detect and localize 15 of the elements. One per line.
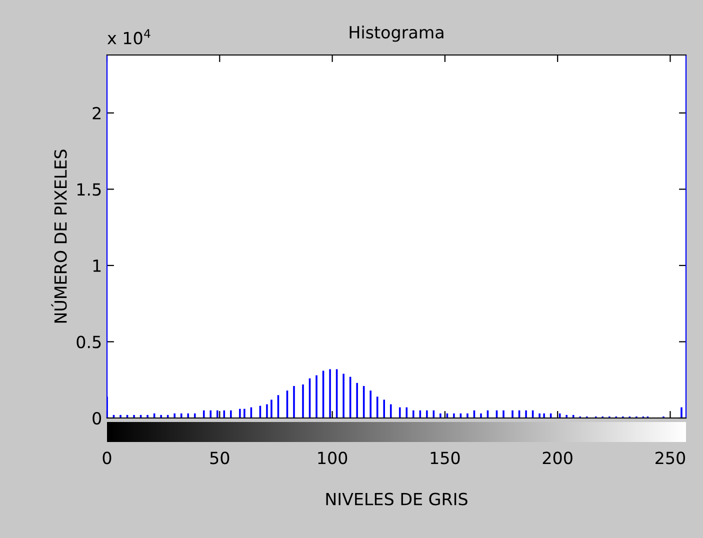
y-tick-label: 1 — [93, 260, 101, 272]
x-tick-label: 200 — [542, 452, 572, 464]
x-tick-label: 100 — [318, 452, 348, 464]
text: x 10$^{4}$ — [107, 29, 150, 44]
x-tick-label: 250 — [656, 452, 686, 464]
y-tick-label: 0 — [92, 412, 102, 425]
y-tick-label: 1.5 — [77, 183, 101, 196]
y-tick-label: 2 — [92, 106, 100, 120]
y-tick-label: 0.5 — [76, 336, 101, 348]
x-tick-label: 150 — [430, 452, 460, 464]
x-axis-title: NIVELES DE GRIS — [326, 492, 468, 506]
chart-title: Histograma — [350, 26, 444, 42]
x-tick-label: 50 — [210, 452, 230, 464]
y-axis-title: NÚMERO DE PIXELES — [51, 150, 67, 323]
x-tick-label: 0 — [102, 452, 112, 464]
